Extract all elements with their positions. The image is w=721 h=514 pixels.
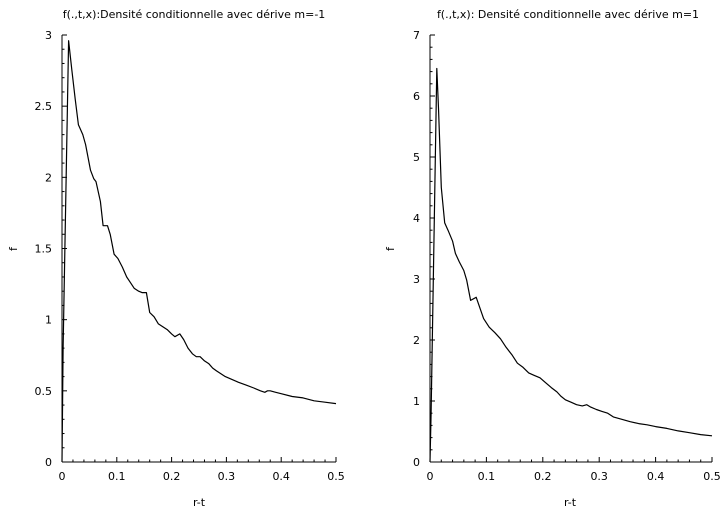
x-tick-label: 0.5 xyxy=(327,470,345,483)
x-tick-label: 0.4 xyxy=(647,470,665,483)
y-tick-label: 4 xyxy=(413,212,420,225)
y-tick-label: 3 xyxy=(45,29,52,42)
y-tick-label: 7 xyxy=(413,29,420,42)
y-tick-label: 2 xyxy=(45,171,52,184)
y-tick-label: 1 xyxy=(45,314,52,327)
x-axis-label: r-t xyxy=(564,496,577,509)
x-tick-label: 0.2 xyxy=(534,470,552,483)
y-tick-label: 2.5 xyxy=(35,100,53,113)
x-tick-label: 0.1 xyxy=(478,470,496,483)
y-tick-label: 5 xyxy=(413,151,420,164)
axes: 0 0.5 1 1.5 2 2.5 3 0 0.1 0.2 0.3 0.4 0.5 xyxy=(35,29,345,483)
series-line xyxy=(429,67,713,463)
chart-title: f(.,t,x):Densité conditionnelle avec dér… xyxy=(63,8,326,21)
x-tick-label: 0 xyxy=(427,470,434,483)
y-tick-label: 2 xyxy=(413,334,420,347)
chart-right: f(.,t,x): Densité conditionnelle avec dé… xyxy=(384,8,721,509)
y-tick-label: 1.5 xyxy=(35,243,53,256)
chart-title: f(.,t,x): Densité conditionnelle avec dé… xyxy=(437,8,699,21)
x-axis-label: r-t xyxy=(193,496,206,509)
y-tick-label: 3 xyxy=(413,273,420,286)
series-line xyxy=(61,40,337,463)
y-axis-label: f xyxy=(7,246,20,251)
y-tick-label: 1 xyxy=(413,395,420,408)
axes: 0 1 2 3 4 5 6 7 0 0.1 0.2 0.3 0.4 0.5 xyxy=(413,29,721,483)
x-tick-label: 0.1 xyxy=(108,470,126,483)
x-tick-label: 0.2 xyxy=(163,470,181,483)
y-axis-label: f xyxy=(384,246,397,251)
y-tick-label: 0 xyxy=(413,456,420,469)
x-tick-label: 0.3 xyxy=(590,470,608,483)
y-tick-label: 6 xyxy=(413,90,420,103)
x-tick-label: 0 xyxy=(59,470,66,483)
x-tick-label: 0.3 xyxy=(218,470,236,483)
y-tick-label: 0.5 xyxy=(35,385,53,398)
x-tick-label: 0.5 xyxy=(703,470,721,483)
chart-left: f(.,t,x):Densité conditionnelle avec dér… xyxy=(7,8,345,509)
y-tick-label: 0 xyxy=(45,456,52,469)
x-tick-label: 0.4 xyxy=(272,470,290,483)
